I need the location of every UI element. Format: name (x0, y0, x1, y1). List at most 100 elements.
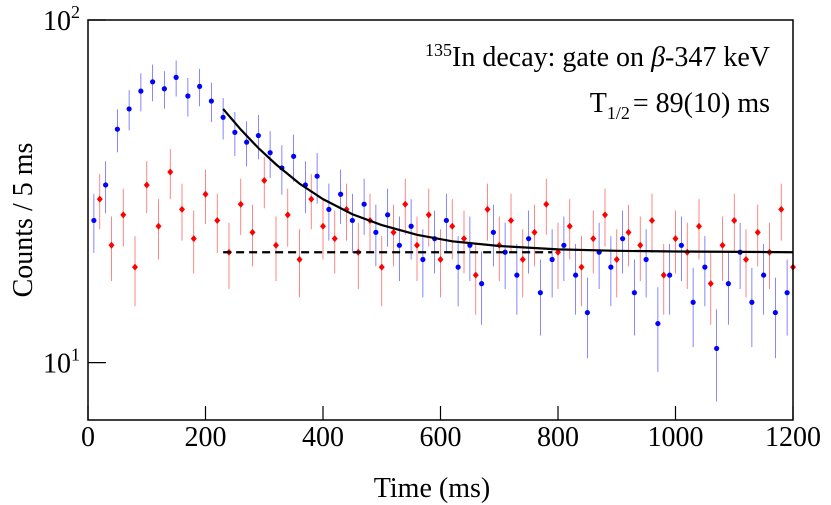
point (719, 241, 726, 249)
point (103, 182, 109, 188)
point (778, 205, 785, 213)
point (143, 181, 150, 189)
point (267, 150, 273, 156)
point (185, 93, 191, 99)
point (320, 222, 326, 230)
point (150, 79, 156, 85)
point (772, 309, 778, 316)
point (132, 263, 138, 271)
point (461, 235, 467, 243)
point (784, 290, 790, 296)
y-tick-label: 101 (43, 345, 80, 380)
point (578, 263, 585, 271)
y-tick-base: 10 (43, 349, 71, 380)
annotation-subscript: 1/2 (607, 103, 630, 123)
point (667, 272, 673, 278)
point (414, 241, 420, 249)
point (608, 264, 614, 270)
point (455, 264, 461, 270)
point (420, 256, 426, 263)
point (731, 216, 738, 224)
point (214, 216, 221, 224)
point (373, 229, 379, 235)
annotation-rest: = 89(10) ms (633, 88, 770, 119)
annotation-text: In decay: gate on (452, 42, 651, 73)
point (173, 74, 179, 80)
point (155, 222, 162, 230)
y-tick-base: 10 (43, 6, 71, 37)
point (625, 228, 632, 236)
point (261, 177, 268, 185)
point (220, 114, 226, 120)
point (472, 271, 479, 279)
point (179, 205, 185, 213)
point (161, 86, 167, 92)
x-tick-label: 800 (537, 422, 579, 453)
annotation-mass: 135 (425, 40, 452, 60)
point (338, 191, 344, 197)
point (96, 195, 103, 203)
point (702, 264, 708, 270)
point (443, 217, 449, 224)
point (584, 309, 590, 316)
point (549, 256, 555, 263)
point (291, 153, 297, 159)
point (725, 281, 731, 287)
point (378, 263, 385, 271)
point (296, 255, 303, 263)
point (526, 236, 532, 242)
point (326, 206, 332, 213)
x-tick-label: 200 (185, 422, 227, 453)
point (284, 211, 291, 219)
point (761, 272, 767, 278)
point (108, 241, 115, 249)
point (490, 229, 496, 235)
point (537, 290, 543, 296)
annotation-rest: -347 keV (665, 42, 770, 73)
point (167, 168, 174, 176)
annotation-text: T (590, 88, 607, 119)
point (508, 216, 514, 224)
x-tick-label: 1200 (765, 422, 821, 453)
point (425, 211, 432, 219)
point (126, 106, 132, 112)
point (602, 211, 608, 219)
point (437, 255, 444, 263)
point (561, 242, 567, 248)
point (244, 139, 250, 145)
point (208, 98, 214, 104)
point (361, 201, 367, 207)
point (519, 255, 526, 263)
point (690, 299, 696, 305)
point (314, 173, 320, 179)
point (202, 190, 209, 198)
point (543, 200, 550, 208)
point (631, 290, 637, 296)
point (232, 129, 238, 135)
point (573, 272, 579, 278)
annotation: 135In decay: gate on β-347 keV (425, 40, 770, 73)
x-tick-label: 600 (420, 422, 462, 453)
x-tick-label: 400 (302, 422, 344, 453)
x-axis-label: Time (ms) (374, 473, 490, 504)
point (308, 195, 315, 203)
point (385, 212, 391, 218)
point (120, 211, 127, 219)
point (660, 271, 667, 279)
point (273, 241, 279, 249)
point (190, 235, 197, 243)
point (91, 217, 97, 224)
point (707, 280, 714, 288)
point (484, 205, 491, 213)
point (566, 222, 573, 230)
point (749, 299, 755, 305)
point (449, 222, 456, 230)
y-tick-exponent: 2 (71, 2, 80, 22)
point (643, 256, 649, 263)
point (590, 235, 597, 243)
point (249, 228, 256, 236)
point (349, 217, 355, 224)
point (114, 126, 120, 132)
y-tick-label: 102 (43, 2, 80, 37)
